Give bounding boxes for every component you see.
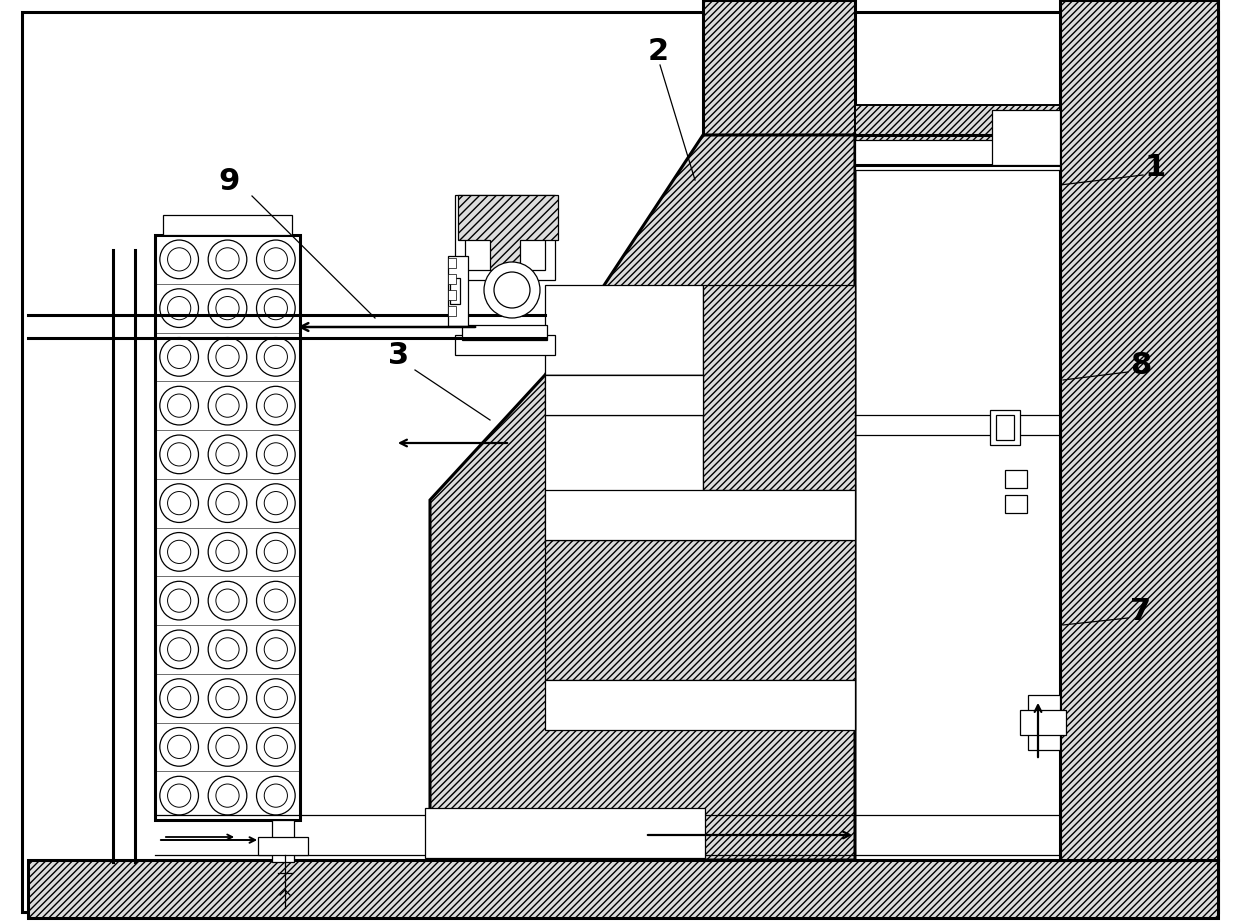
Polygon shape (546, 540, 856, 680)
Circle shape (257, 727, 295, 766)
Circle shape (208, 386, 247, 425)
Circle shape (208, 337, 247, 376)
Circle shape (208, 679, 247, 717)
Bar (546, 680, 856, 730)
Polygon shape (546, 285, 703, 375)
Polygon shape (29, 860, 1218, 918)
Bar (448, 290, 456, 300)
Polygon shape (703, 0, 856, 135)
Circle shape (208, 630, 247, 669)
Circle shape (257, 386, 295, 425)
Bar (856, 140, 1060, 170)
Text: 9: 9 (218, 167, 239, 197)
Bar (546, 375, 703, 545)
Circle shape (160, 679, 198, 717)
Circle shape (257, 337, 295, 376)
Circle shape (160, 435, 198, 474)
Circle shape (257, 484, 295, 522)
Bar (455, 335, 556, 355)
Polygon shape (430, 135, 856, 860)
Circle shape (257, 240, 295, 279)
Bar (1021, 710, 1066, 735)
Circle shape (208, 727, 247, 766)
Circle shape (208, 435, 247, 474)
Bar (450, 278, 460, 304)
Text: 2: 2 (649, 38, 670, 67)
Circle shape (484, 262, 539, 318)
Circle shape (160, 532, 198, 571)
Circle shape (160, 630, 198, 669)
Bar (155, 235, 300, 820)
Bar (448, 306, 456, 316)
Circle shape (208, 776, 247, 815)
Text: 8: 8 (1130, 350, 1151, 380)
Bar (546, 375, 703, 415)
Polygon shape (1060, 0, 1218, 860)
Bar (1028, 695, 1060, 750)
Circle shape (160, 484, 198, 522)
Circle shape (257, 776, 295, 815)
Bar (258, 837, 308, 855)
Circle shape (160, 727, 198, 766)
Circle shape (160, 581, 198, 620)
Bar (996, 415, 1014, 440)
Text: 7: 7 (1130, 598, 1151, 626)
Polygon shape (458, 195, 558, 270)
Circle shape (160, 289, 198, 327)
Circle shape (257, 581, 295, 620)
Circle shape (208, 484, 247, 522)
Circle shape (160, 337, 198, 376)
Bar (448, 274, 456, 284)
Bar (463, 325, 547, 340)
Circle shape (160, 240, 198, 279)
Bar (1004, 470, 1027, 488)
Bar (992, 110, 1060, 165)
Bar (448, 256, 467, 326)
Polygon shape (703, 285, 856, 490)
Circle shape (160, 776, 198, 815)
Circle shape (160, 386, 198, 425)
Text: 3: 3 (388, 342, 409, 371)
Bar (272, 820, 294, 862)
Circle shape (208, 240, 247, 279)
Circle shape (208, 532, 247, 571)
Circle shape (257, 435, 295, 474)
Circle shape (257, 289, 295, 327)
Bar (455, 195, 556, 280)
Polygon shape (856, 105, 1060, 155)
Bar (1004, 495, 1027, 513)
Bar (425, 808, 706, 858)
Bar (448, 258, 456, 268)
Circle shape (257, 630, 295, 669)
Bar (162, 215, 291, 235)
Circle shape (208, 289, 247, 327)
Circle shape (257, 679, 295, 717)
Bar (465, 205, 546, 270)
Bar (990, 410, 1021, 445)
Circle shape (208, 581, 247, 620)
Text: 1: 1 (1145, 153, 1167, 183)
Bar (546, 490, 856, 540)
Circle shape (257, 532, 295, 571)
